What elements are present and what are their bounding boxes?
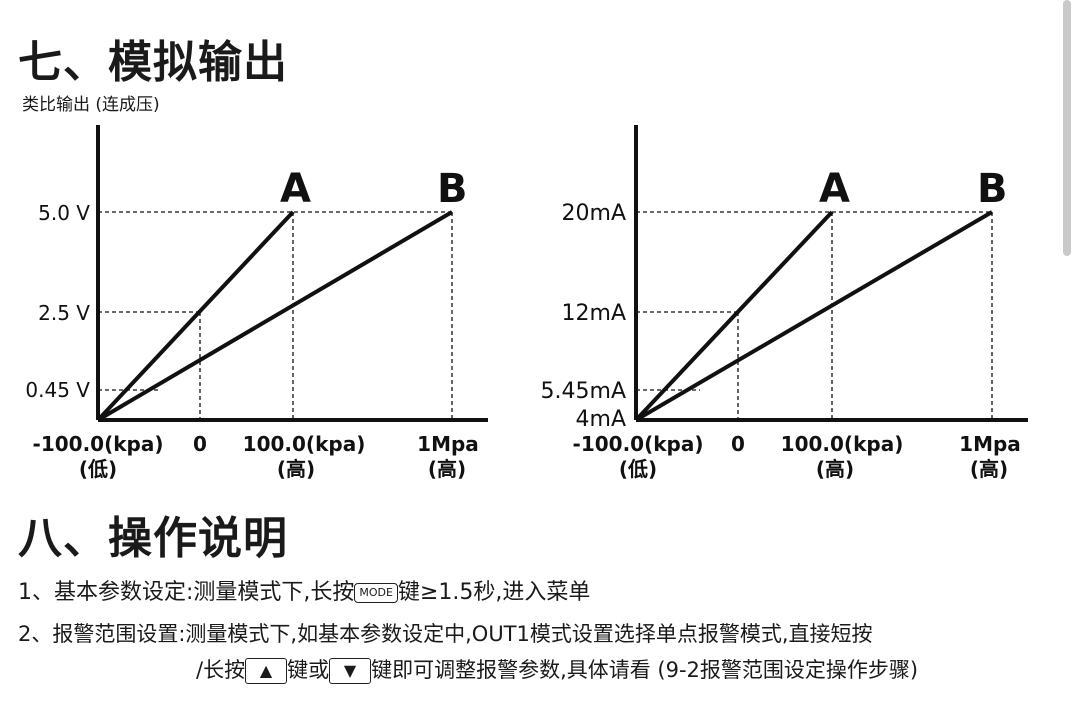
x-sub-high-a: (高) bbox=[277, 457, 315, 481]
y-tick-5v: 5.0 V bbox=[38, 201, 90, 225]
instruction-1-prefix: 1、基本参数设定:测量模式下,长按 bbox=[18, 580, 355, 605]
series-b-line bbox=[634, 210, 994, 422]
x-sub-high-a: (高) bbox=[816, 457, 854, 481]
series-a-label: A bbox=[819, 166, 850, 212]
series-b-line bbox=[96, 210, 454, 422]
scrollbar[interactable] bbox=[1063, 0, 1071, 256]
x-sub-high-b: (高) bbox=[970, 457, 1008, 481]
y-tick-20ma: 20mA bbox=[562, 201, 626, 226]
up-key-icon: ▲ bbox=[245, 658, 288, 684]
mode-key-icon: MODE bbox=[354, 583, 398, 603]
y-tick-4ma: 4mA bbox=[576, 407, 626, 432]
x-tick-neg100: -100.0(kpa) bbox=[573, 432, 704, 456]
current-chart: A B 20mA 12mA 5.45mA 4mA -100.0(kpa) 0 1… bbox=[541, 125, 1028, 481]
series-b-label: B bbox=[437, 166, 468, 212]
instruction-2-line1: 2、报警范围设置:测量模式下,如基本参数设定中,OUT1模式设置选择单点报警模式… bbox=[18, 622, 873, 646]
instruction-1-suffix: 键≥1.5秒,进入菜单 bbox=[397, 580, 591, 605]
x-tick-1mpa: 1Mpa bbox=[417, 432, 479, 456]
x-tick-neg100: -100.0(kpa) bbox=[33, 432, 164, 456]
x-sub-low: (低) bbox=[79, 457, 117, 481]
instruction-2-middle: 键或 bbox=[287, 658, 330, 682]
series-a-line bbox=[634, 210, 834, 422]
x-sub-low: (低) bbox=[619, 457, 657, 481]
series-b-label: B bbox=[977, 166, 1008, 212]
section7-subtitle: 类比输出 (连成压) bbox=[22, 95, 160, 115]
y-tick-2.5v: 2.5 V bbox=[38, 301, 90, 325]
x-tick-1mpa: 1Mpa bbox=[959, 432, 1021, 456]
x-sub-high-b: (高) bbox=[428, 457, 466, 481]
series-a-label: A bbox=[280, 166, 311, 212]
section8-title: 八、操作说明 bbox=[18, 513, 288, 564]
y-tick-5.45ma: 5.45mA bbox=[541, 379, 626, 404]
x-tick-0: 0 bbox=[731, 432, 745, 456]
series-a-line bbox=[96, 210, 295, 422]
section7-title: 七、模拟输出 bbox=[18, 37, 288, 88]
x-tick-100: 100.0(kpa) bbox=[243, 432, 366, 456]
x-tick-100: 100.0(kpa) bbox=[781, 432, 904, 456]
y-tick-0.45v: 0.45 V bbox=[25, 378, 90, 402]
x-tick-0: 0 bbox=[193, 432, 207, 456]
down-key-icon: ▼ bbox=[329, 658, 372, 684]
instruction-2-prefix: /长按 bbox=[196, 658, 246, 682]
instruction-2-suffix: 键即可调整报警参数,具体请看 (9-2报警范围设定操作步骤) bbox=[371, 658, 919, 682]
voltage-chart: A B 5.0 V 2.5 V 0.45 V -100.0(kpa) 0 100… bbox=[25, 125, 488, 481]
y-tick-12ma: 12mA bbox=[562, 301, 626, 326]
instruction-1: 1、基本参数设定:测量模式下,长按 MODE 键≥1.5秒,进入菜单 bbox=[18, 574, 590, 606]
instruction-2-line2: /长按 ▲ 键或 ▼ 键即可调整报警参数,具体请看 (9-2报警范围设定操作步骤) bbox=[196, 654, 918, 684]
